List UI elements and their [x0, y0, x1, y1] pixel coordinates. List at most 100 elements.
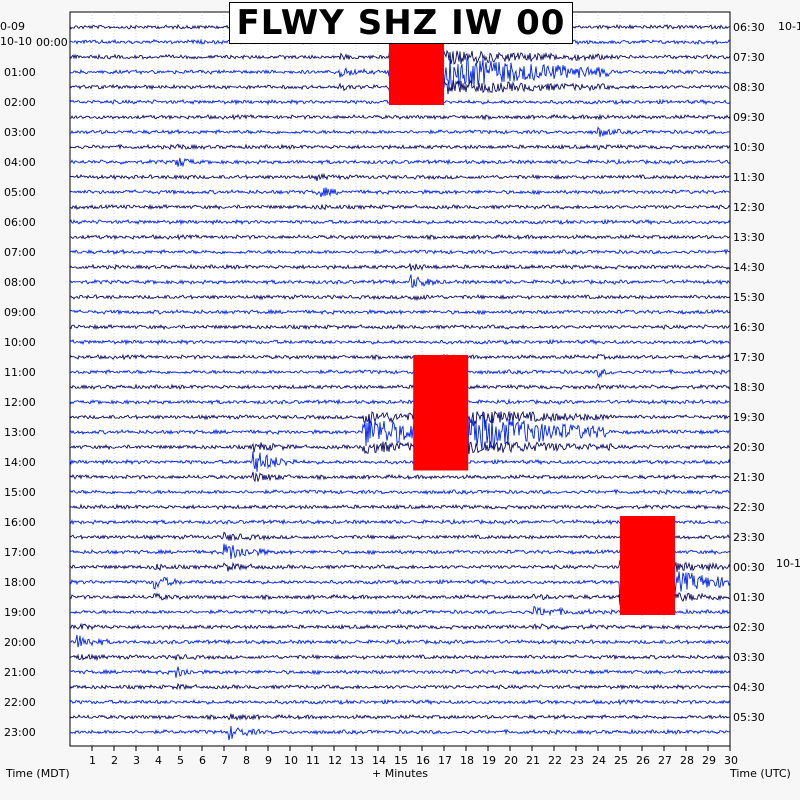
seismic-trace	[69, 233, 731, 241]
x-tick-label: 5	[177, 754, 184, 767]
right-time-label: 09:30	[733, 111, 765, 124]
seismic-trace	[69, 383, 731, 391]
left-time-label: 01:00	[4, 66, 36, 79]
seismic-trace	[69, 471, 731, 483]
x-tick-label: 11	[306, 754, 320, 767]
right-time-label: 17:30	[733, 351, 765, 364]
seismic-trace	[69, 308, 731, 316]
x-tick-label: 15	[394, 754, 408, 767]
x-tick-label: 17	[438, 754, 452, 767]
x-tick-label: 1	[89, 754, 96, 767]
right-time-label: 01:30	[733, 591, 765, 604]
x-tick-label: 10	[284, 754, 298, 767]
seismic-trace	[70, 293, 731, 302]
seismic-trace	[69, 218, 731, 226]
x-tick-label: 9	[265, 754, 272, 767]
left-time-label: 09:00	[4, 306, 36, 319]
right-time-label: 06:30	[733, 21, 765, 34]
left-axis-title: Time (MDT)	[6, 767, 70, 780]
x-tick-label: 6	[199, 754, 206, 767]
clipped-event-block	[413, 355, 469, 471]
seismic-trace	[69, 402, 731, 431]
x-tick-label: 23	[570, 754, 584, 767]
right-time-label: 18:30	[733, 381, 765, 394]
seismic-trace	[69, 126, 731, 137]
right-time-label: 12:30	[733, 201, 765, 214]
seismic-trace	[69, 143, 731, 151]
x-tick-label: 4	[155, 754, 162, 767]
left-date-label-2: 10-10	[0, 35, 32, 48]
left-time-label: 15:00	[4, 486, 36, 499]
seismic-trace	[69, 666, 731, 678]
x-axis-title: + Minutes	[372, 767, 429, 780]
right-time-label: 16:30	[733, 321, 765, 334]
seismic-trace	[69, 433, 731, 462]
right-time-label: 10:30	[733, 141, 765, 154]
left-time-label: 16:00	[4, 516, 36, 529]
seismic-trace	[69, 172, 731, 182]
left-time-label: 19:00	[4, 606, 36, 619]
left-date-label-1: 0-09	[0, 20, 25, 33]
seismic-trace	[69, 353, 731, 361]
right-time-label: 23:30	[733, 531, 765, 544]
left-time-label: 03:00	[4, 126, 36, 139]
left-time-label: 02:00	[4, 96, 36, 109]
left-time-label: 05:00	[4, 186, 36, 199]
right-time-label: 19:30	[733, 411, 765, 424]
left-time-label: 00:00	[36, 36, 68, 49]
left-time-label: 04:00	[4, 156, 36, 169]
right-time-label: 21:30	[733, 471, 765, 484]
seismic-trace	[69, 263, 731, 271]
x-tick-label: 30	[724, 754, 738, 767]
right-axis-title: Time (UTC)	[730, 767, 791, 780]
right-time-label: 03:30	[733, 651, 765, 664]
x-tick-label: 20	[504, 754, 518, 767]
left-time-label: 10:00	[4, 336, 36, 349]
seismic-trace	[69, 338, 731, 346]
x-tick-label: 12	[328, 754, 342, 767]
seismic-trace	[69, 503, 731, 511]
x-tick-label: 13	[350, 754, 364, 767]
seismic-trace	[69, 157, 731, 168]
right-date-label-2: 10-1	[776, 557, 800, 570]
x-tick-label: 24	[592, 754, 606, 767]
seismic-trace	[69, 187, 731, 198]
left-time-label: 18:00	[4, 576, 36, 589]
x-tick-label: 18	[460, 754, 474, 767]
seismic-trace	[69, 203, 731, 211]
x-tick-label: 2	[111, 754, 118, 767]
x-tick-label: 27	[658, 754, 672, 767]
right-time-label: 05:30	[733, 711, 765, 724]
left-time-label: 14:00	[4, 456, 36, 469]
left-time-label: 11:00	[4, 366, 36, 379]
right-time-label: 02:30	[733, 621, 765, 634]
chart-title: FLWY SHZ IW 00	[229, 2, 573, 44]
left-time-label: 22:00	[4, 696, 36, 709]
x-tick-label: 14	[372, 754, 386, 767]
right-date-label-1: 10-1	[778, 20, 800, 33]
left-time-label: 07:00	[4, 246, 36, 259]
left-time-label: 08:00	[4, 276, 36, 289]
seismic-trace	[69, 323, 731, 331]
x-tick-label: 7	[221, 754, 228, 767]
x-tick-label: 22	[548, 754, 562, 767]
seismic-trace	[69, 398, 731, 406]
right-time-label: 13:30	[733, 231, 765, 244]
left-time-label: 13:00	[4, 426, 36, 439]
right-time-label: 07:30	[733, 51, 765, 64]
x-tick-label: 8	[243, 754, 250, 767]
seismic-trace	[69, 488, 731, 496]
x-tick-label: 26	[636, 754, 650, 767]
left-time-label: 21:00	[4, 666, 36, 679]
right-time-label: 22:30	[733, 501, 765, 514]
right-time-label: 04:30	[733, 681, 765, 694]
right-time-label: 20:30	[733, 441, 765, 454]
x-tick-label: 21	[526, 754, 540, 767]
right-time-label: 15:30	[733, 291, 765, 304]
seismic-trace	[69, 653, 731, 662]
seismic-trace	[69, 726, 731, 741]
left-time-label: 17:00	[4, 546, 36, 559]
left-time-label: 20:00	[4, 636, 36, 649]
